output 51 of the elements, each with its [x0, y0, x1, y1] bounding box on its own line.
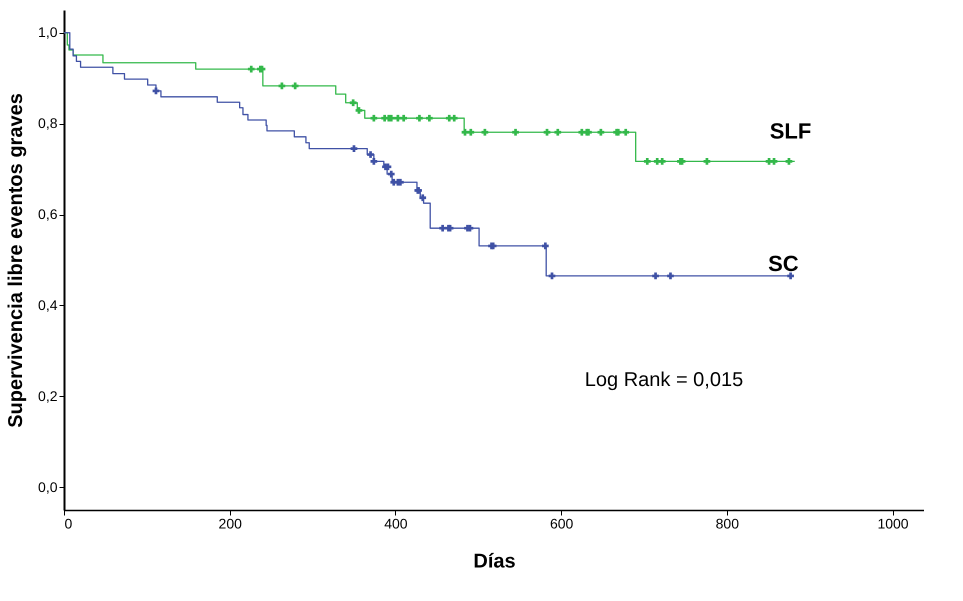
- y-tick-label: 0,8: [38, 115, 58, 132]
- point: [278, 82, 286, 90]
- point: [644, 158, 651, 165]
- point: [388, 170, 395, 178]
- point: [416, 114, 423, 122]
- series-label: SLF: [770, 118, 812, 144]
- point: [704, 158, 710, 165]
- x-axis-title: Días: [473, 550, 516, 572]
- y-tick-label: 0,6: [38, 206, 58, 222]
- point: [400, 114, 408, 122]
- point: [467, 128, 474, 136]
- point: [367, 151, 374, 158]
- point: [667, 272, 674, 280]
- y-tick-label: 0,0: [38, 478, 58, 495]
- annotation: Log Rank = 0,015: [584, 369, 744, 391]
- x-tick-label: 0: [64, 516, 72, 532]
- point: [544, 128, 550, 136]
- point: [787, 272, 794, 280]
- x-tick-label: 1000: [877, 516, 909, 532]
- y-tick-label: 0,4: [38, 296, 58, 313]
- point: [426, 114, 433, 122]
- point: [548, 272, 556, 280]
- point: [370, 114, 378, 122]
- point: [356, 107, 362, 114]
- y-tick-label: 0,2: [38, 388, 58, 404]
- x-tick-label: 800: [716, 516, 740, 532]
- point: [554, 128, 562, 136]
- point: [152, 88, 160, 94]
- point: [248, 66, 255, 72]
- x-tick-label: 400: [384, 516, 408, 532]
- point: [658, 158, 666, 165]
- point: [419, 194, 426, 202]
- point: [292, 82, 299, 90]
- point: [622, 128, 630, 136]
- y-tick-label: 1,0: [38, 24, 58, 40]
- series-label: SC: [768, 250, 799, 276]
- point: [482, 128, 488, 136]
- y-axis-title: Supervivencia libre eventos graves: [5, 93, 28, 428]
- point: [350, 145, 358, 152]
- point: [652, 272, 659, 280]
- point: [786, 158, 792, 165]
- point: [512, 128, 519, 136]
- point: [542, 242, 549, 250]
- point: [370, 158, 378, 165]
- point: [450, 114, 458, 122]
- x-tick-label: 600: [550, 516, 574, 532]
- point: [462, 128, 468, 136]
- point: [350, 99, 357, 106]
- point: [770, 158, 778, 165]
- point: [598, 128, 604, 136]
- x-tick-label: 200: [218, 516, 242, 532]
